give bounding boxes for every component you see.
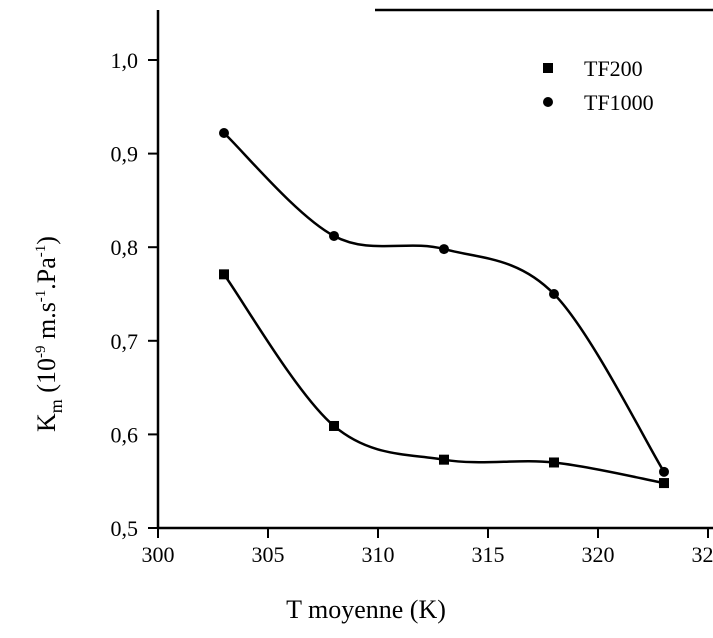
series-line-tf1000 <box>223 132 666 473</box>
data-point-tf1000 <box>219 128 229 139</box>
x-axis-title: T moyenne (K) <box>286 595 446 624</box>
data-point-tf200 <box>439 454 449 465</box>
y-axis-title-text4: ) <box>32 236 61 245</box>
legend-marker-tf200 <box>543 63 553 73</box>
legend-label-tf200: TF200 <box>584 56 643 81</box>
data-point-tf1000 <box>439 244 449 255</box>
data-point-tf1000 <box>329 230 339 241</box>
legend: TF200 TF1000 <box>543 56 654 115</box>
y-tick-label: 0,8 <box>111 235 139 260</box>
y-axis-title: Km (10-9 m.s-1.Pa-1) <box>32 236 66 432</box>
y-axis-title-sub: m <box>46 399 66 413</box>
y-tick-label: 0,9 <box>111 142 139 167</box>
legend-marker-tf1000 <box>543 97 553 107</box>
data-point-tf200 <box>659 478 669 489</box>
y-axis-title-text1: (10 <box>32 358 61 399</box>
data-point-tf200 <box>329 420 339 431</box>
y-tick-label: 0,5 <box>111 516 139 541</box>
x-tick-label: 320 <box>582 542 615 567</box>
legend-label-tf1000: TF1000 <box>584 90 654 115</box>
series-curves <box>222 132 666 485</box>
data-point-tf1000 <box>659 466 669 477</box>
x-tick-label: 310 <box>362 542 395 567</box>
series-line-tf200 <box>222 273 665 485</box>
y-axis-title-text3: .Pa <box>32 257 61 290</box>
data-point-tf1000 <box>549 289 559 299</box>
y-axis-title-base: K <box>32 413 61 432</box>
x-tick-label: 300 <box>142 542 175 567</box>
ticks: 300 305 310 315 320 325 0,5 0,6 0,7 0,8 0,9 1,0 <box>111 48 713 567</box>
x-tick-label: 305 <box>252 542 285 567</box>
x-tick-label: 325 <box>692 542 713 567</box>
x-tick-label: 315 <box>472 542 505 567</box>
data-point-tf200 <box>219 269 229 280</box>
axes <box>156 8 713 530</box>
y-axis-title-sup3: -1 <box>33 245 49 258</box>
series-markers <box>219 128 669 489</box>
y-axis-title-sup1: -9 <box>33 346 49 359</box>
y-tick-label: 0,6 <box>111 422 139 447</box>
y-tick-label: 1,0 <box>111 48 139 73</box>
data-point-tf200 <box>549 457 559 468</box>
y-axis-title-text2: m.s <box>32 302 61 345</box>
y-axis-title-sup2: -1 <box>33 290 49 303</box>
y-tick-label: 0,7 <box>111 329 139 354</box>
